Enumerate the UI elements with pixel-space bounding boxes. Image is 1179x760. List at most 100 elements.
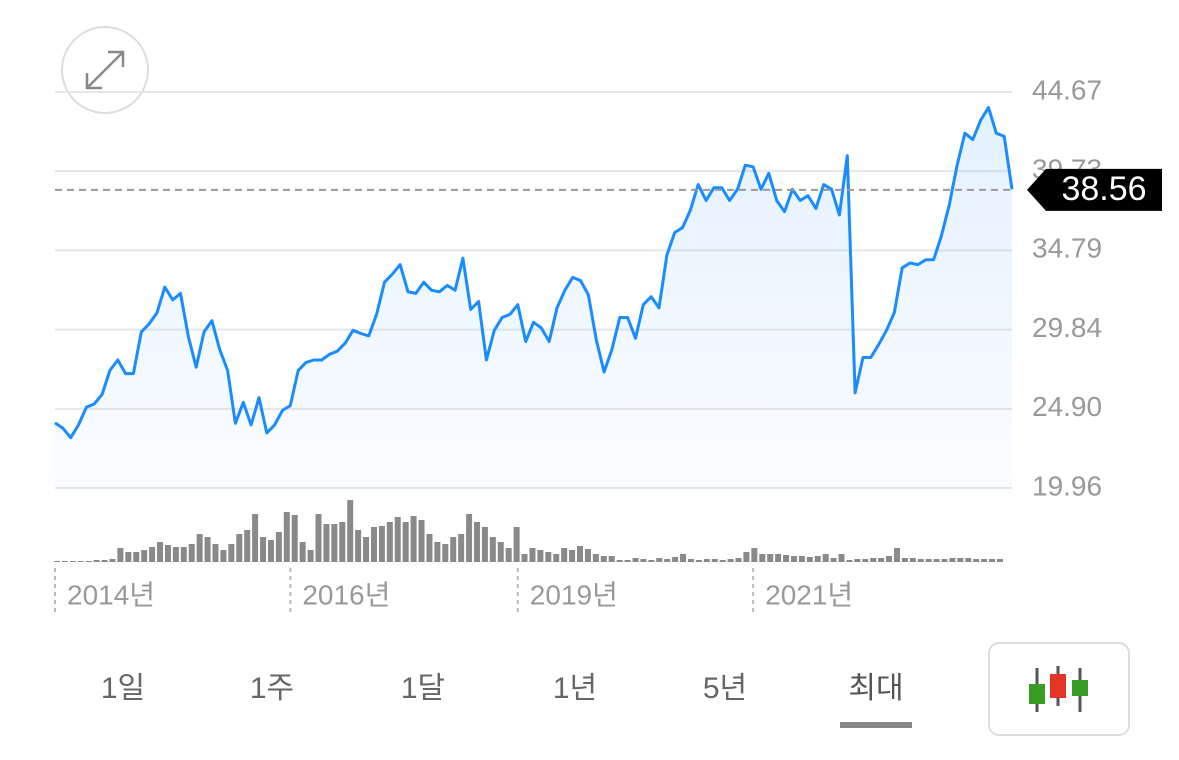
volume-bar (315, 514, 322, 562)
volume-bar (695, 560, 702, 562)
y-tick-label: 29.84 (1032, 312, 1102, 343)
volume-bar (529, 548, 536, 562)
volume-bar (149, 547, 156, 562)
price-tag-label: 38.56 (1061, 170, 1146, 208)
volume-bar (624, 560, 631, 562)
volume-bar (592, 554, 599, 562)
volume-bar (109, 559, 116, 562)
volume-bar (822, 554, 829, 562)
volume-bar (917, 559, 924, 562)
volume-bar (236, 534, 243, 562)
volume-bar (767, 554, 774, 562)
volume-bar (814, 556, 821, 562)
volume-bar (133, 552, 140, 562)
volume-bar (854, 559, 861, 562)
volume-bar (125, 552, 132, 562)
volume-bar (355, 530, 362, 562)
volume-bar (466, 514, 473, 562)
volume-bar (513, 527, 520, 562)
volume-bar (117, 548, 124, 562)
range-tab[interactable]: 1년 (553, 672, 597, 705)
volume-bar (434, 542, 441, 562)
volume-bar (54, 561, 60, 562)
volume-bar (870, 558, 877, 562)
volume-bar (569, 550, 576, 562)
volume-bar (711, 559, 718, 562)
volume-bar (394, 517, 401, 562)
volume-bar (497, 542, 504, 562)
volume-bar (632, 558, 639, 562)
volume-bar (925, 559, 932, 562)
volume-bar (608, 556, 615, 562)
volume-bar (798, 556, 805, 562)
volume-bar (933, 559, 940, 562)
volume-bar (481, 527, 488, 562)
volume-bar (212, 544, 219, 562)
volume-bar (862, 559, 869, 562)
volume-bar (172, 547, 179, 562)
volume-bar (386, 522, 393, 562)
volume-bar (410, 516, 417, 562)
volume-bar (157, 542, 164, 562)
volume-bar (743, 552, 750, 562)
volume-bar (323, 524, 330, 562)
volume-bar (965, 558, 972, 562)
volume-bar (307, 550, 314, 562)
volume-bar (402, 522, 409, 562)
volume-bar (220, 550, 227, 562)
volume-bar (545, 552, 552, 562)
volume-bar (93, 560, 100, 562)
volume-bar (450, 537, 457, 562)
volume-bar (426, 534, 433, 562)
volume-bar (640, 559, 647, 562)
volume-bar (672, 557, 679, 562)
range-tab[interactable]: 5년 (703, 672, 747, 705)
volume-bar (442, 544, 449, 562)
volume-bar (981, 559, 988, 562)
x-tick-label: 2019년 (530, 579, 618, 610)
volume-bar (893, 548, 900, 562)
volume-bar (141, 550, 148, 562)
volume-bar (283, 512, 290, 562)
candle-button[interactable] (988, 642, 1130, 736)
volume-bar (521, 554, 528, 562)
y-tick-label: 44.67 (1032, 74, 1102, 105)
volume-bar (331, 524, 338, 562)
volume-bar (664, 559, 671, 562)
volume-bar (260, 537, 267, 562)
volume-bar (600, 556, 607, 562)
volume-bar (941, 559, 948, 562)
volume-bar (505, 548, 512, 562)
volume-bar (878, 558, 885, 562)
volume-bar (553, 554, 560, 562)
volume-bar (61, 561, 68, 562)
volume-bar (901, 558, 908, 562)
volume-bar (759, 554, 766, 562)
volume-bar (616, 560, 623, 562)
volume-bar (783, 555, 790, 562)
volume-bar (180, 547, 187, 562)
volume-bar (830, 558, 837, 562)
expand-button[interactable] (61, 26, 149, 114)
x-tick-label: 2016년 (302, 579, 390, 610)
volume-bar (648, 560, 655, 562)
volume-bar (997, 559, 1003, 562)
volume-bar (164, 545, 171, 562)
range-tab[interactable]: 1달 (401, 672, 445, 705)
volume-bar (85, 561, 92, 562)
volume-bar (909, 558, 916, 562)
volume-bar (584, 549, 591, 562)
volume-bar (680, 554, 687, 562)
volume-bar (299, 542, 306, 562)
volume-bar (806, 557, 813, 562)
x-tick-label: 2021년 (765, 579, 853, 610)
volume-bar (347, 500, 354, 562)
range-tab[interactable]: 1일 (101, 672, 145, 705)
volume-bar (370, 527, 377, 562)
y-tick-label: 19.96 (1032, 470, 1102, 501)
range-tab[interactable]: 최대 (848, 672, 903, 705)
tab-underline (840, 722, 912, 728)
range-tab[interactable]: 1주 (250, 672, 294, 705)
volume-bar (275, 532, 282, 562)
volume-bar (473, 522, 480, 562)
